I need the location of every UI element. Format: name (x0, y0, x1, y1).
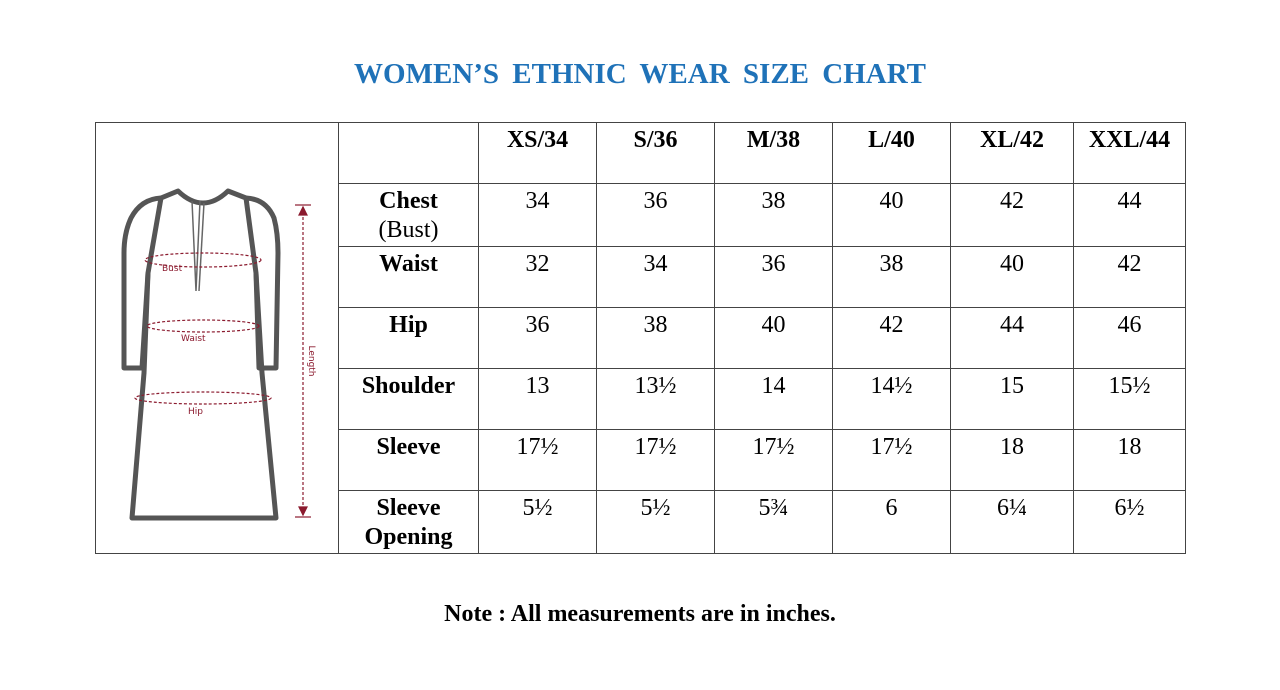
size-header: XXL/44 (1073, 122, 1186, 184)
measure-cell: 18 (950, 428, 1074, 491)
measure-cell: 44 (950, 306, 1074, 369)
table-body: Bust Waist Hip Length XS/34 S/36 M/38 L/40 X… (95, 122, 1186, 555)
measure-cell: 6 (832, 489, 951, 555)
measure-cell: 44 (1073, 182, 1186, 248)
measure-cell: 46 (1073, 306, 1186, 369)
measure-cell: 34 (478, 182, 597, 248)
measure-cell: 15 (950, 367, 1074, 430)
hip-line (134, 391, 272, 405)
measure-cell: 17½ (714, 428, 833, 491)
diagram-cell: Bust Waist Hip Length (95, 122, 339, 554)
measure-cell: 38 (714, 182, 833, 248)
measure-cell: 34 (596, 246, 715, 308)
measure-cell: 40 (832, 182, 951, 248)
length-label: Length (306, 345, 316, 376)
measure-cell: 5½ (478, 489, 597, 555)
measure-cell: 13 (478, 367, 597, 430)
size-header: XS/34 (478, 122, 597, 184)
right-sleeve (245, 195, 281, 371)
arrow-head (298, 205, 308, 216)
measure-cell: 40 (950, 246, 1074, 308)
measure-cell: 14½ (832, 367, 951, 430)
row-label: Shoulder (338, 367, 479, 430)
measure-cell: 6½ (1073, 489, 1186, 555)
size-header: S/36 (596, 122, 715, 184)
measure-cell: 38 (596, 306, 715, 369)
placket (191, 200, 201, 292)
measure-cell: 14 (714, 367, 833, 430)
measure-cell: 32 (478, 246, 597, 308)
row-label: Chest (Bust) (338, 182, 479, 248)
bust-label: Bust (162, 264, 183, 274)
arrow-head (298, 506, 308, 517)
measure-cell: 36 (596, 182, 715, 248)
measure-cell: 18 (1073, 428, 1186, 491)
bust-line (144, 252, 262, 268)
measure-cell: 42 (832, 306, 951, 369)
kurta-diagram: Bust Waist Hip Length (121, 188, 316, 521)
size-row: Sleeve Opening 5½ 5½ 5¾ 6 6¼ 6½ (96, 489, 1186, 555)
row-label-text: Waist (379, 251, 438, 277)
measure-cell: 36 (478, 306, 597, 369)
waist-label: Waist (181, 334, 206, 344)
row-label: Hip (338, 306, 479, 369)
kurta-body (129, 188, 279, 521)
measure-cell: 17½ (832, 428, 951, 491)
row-sublabel: (Bust) (378, 216, 439, 243)
size-row: Chest (Bust) 34 36 38 40 42 44 (96, 182, 1186, 248)
waist-line (146, 319, 260, 333)
measure-cell: 13½ (596, 367, 715, 430)
placket (198, 202, 205, 292)
size-table: Bust Waist Hip Length XS/34 S/36 M/38 L/40 X… (95, 122, 1186, 555)
measure-cell: 42 (1073, 246, 1186, 308)
row-label: Waist (338, 246, 479, 308)
measure-cell: 5¾ (714, 489, 833, 555)
measure-cell: 15½ (1073, 367, 1186, 430)
size-row: Sleeve 17½ 17½ 17½ 17½ 18 18 (96, 428, 1186, 491)
measure-cell: 38 (832, 246, 951, 308)
measure-cell: 17½ (478, 428, 597, 491)
size-header: M/38 (714, 122, 833, 184)
row-label-text: Chest (379, 187, 438, 214)
row-label-text: Shoulder (361, 372, 456, 399)
measure-cell: 36 (714, 246, 833, 308)
row-label-text: Sleeve (376, 433, 441, 460)
size-header: XL/42 (950, 122, 1074, 184)
left-sleeve (121, 195, 162, 371)
measure-cell: 42 (950, 182, 1074, 248)
measure-cell: 17½ (596, 428, 715, 491)
row-label: Sleeve Opening (338, 489, 479, 555)
note: Note : All measurements are in inches. (444, 601, 836, 627)
header-row: Bust Waist Hip Length XS/34 S/36 M/38 L/40 X… (95, 122, 1186, 554)
size-header: L/40 (832, 122, 951, 184)
size-row: Shoulder 13 13½ 14 14½ 15 15½ (96, 367, 1186, 430)
title: WOMEN’S ETHNIC WEAR SIZE CHART (354, 58, 926, 90)
row-label-text: Sleeve Opening (364, 494, 453, 550)
size-row: Hip 36 38 40 42 44 46 (96, 306, 1186, 369)
hip-label: Hip (188, 407, 203, 417)
measure-cell: 5½ (596, 489, 715, 555)
row-label-text: Hip (389, 311, 428, 338)
measure-cell: 6¼ (950, 489, 1074, 555)
corner-cell (338, 122, 479, 184)
measure-cell: 40 (714, 306, 833, 369)
row-label: Sleeve (338, 428, 479, 491)
